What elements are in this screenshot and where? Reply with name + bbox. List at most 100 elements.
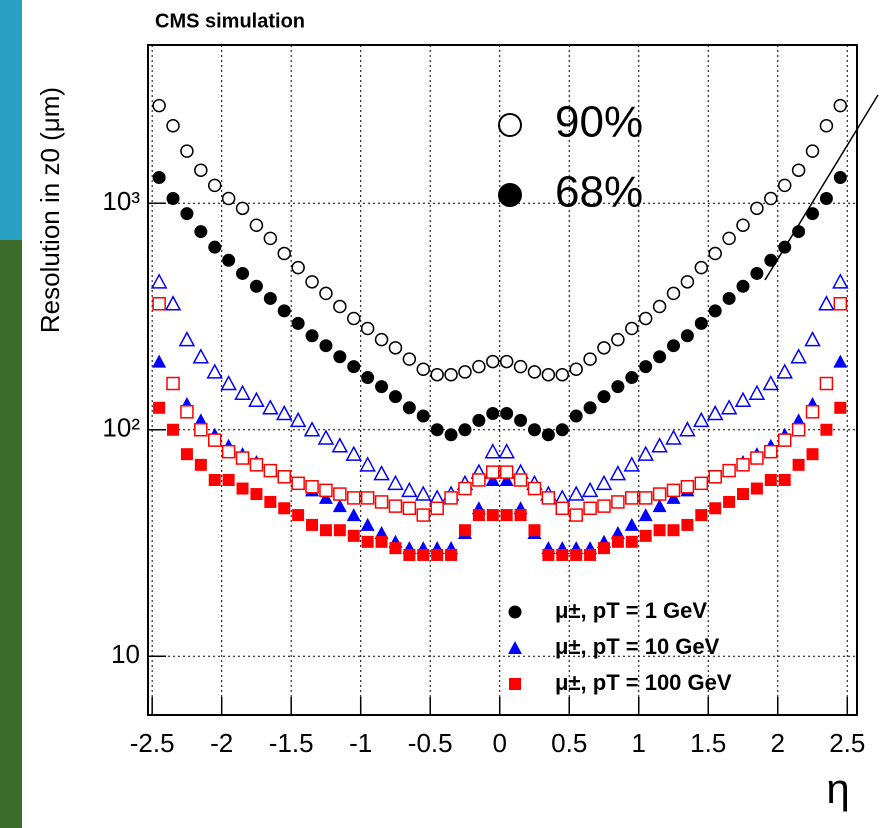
point xyxy=(708,246,722,261)
point xyxy=(569,409,583,423)
point xyxy=(220,374,237,391)
point xyxy=(706,404,724,421)
point xyxy=(194,422,208,437)
point xyxy=(430,501,444,516)
point xyxy=(500,406,514,420)
point xyxy=(806,448,819,461)
point xyxy=(597,499,611,513)
annotation: 90% xyxy=(555,98,643,147)
x-tick-label: -1.5 xyxy=(269,728,314,758)
point xyxy=(681,518,694,531)
point xyxy=(694,260,709,275)
point xyxy=(305,275,319,289)
point xyxy=(402,352,417,366)
point xyxy=(472,359,486,374)
point xyxy=(221,191,236,206)
point xyxy=(333,487,347,501)
point xyxy=(584,548,597,561)
point xyxy=(277,304,291,318)
point xyxy=(262,399,279,415)
legend-marker xyxy=(508,641,522,654)
point xyxy=(291,260,305,275)
point xyxy=(639,360,653,374)
point xyxy=(833,170,847,184)
point xyxy=(651,437,668,453)
point xyxy=(722,291,736,305)
point xyxy=(790,348,807,364)
point xyxy=(597,341,611,355)
x-tick-label: -2.5 xyxy=(130,728,175,758)
point xyxy=(764,191,778,206)
point xyxy=(750,451,764,465)
point xyxy=(222,473,235,486)
point xyxy=(166,376,180,391)
x-axis-title: η xyxy=(826,765,849,812)
point xyxy=(305,329,319,343)
point xyxy=(152,98,166,113)
x-tick-label: 1.5 xyxy=(690,728,726,758)
point xyxy=(458,481,472,496)
point xyxy=(776,363,793,379)
point xyxy=(665,429,682,445)
point xyxy=(389,542,402,555)
point xyxy=(403,548,416,561)
point xyxy=(373,465,390,481)
point xyxy=(289,411,307,428)
point xyxy=(819,376,834,391)
point xyxy=(528,524,541,537)
point xyxy=(152,354,167,368)
point xyxy=(666,483,681,498)
point xyxy=(319,286,333,301)
point xyxy=(150,273,168,289)
point xyxy=(819,118,834,133)
point xyxy=(500,509,513,522)
point xyxy=(667,524,680,537)
point xyxy=(791,163,806,177)
point xyxy=(166,118,180,133)
point xyxy=(472,413,486,427)
point xyxy=(360,321,375,336)
point xyxy=(416,409,430,423)
point xyxy=(764,473,777,486)
point xyxy=(306,518,319,531)
point xyxy=(180,448,193,461)
point xyxy=(541,428,555,442)
point xyxy=(192,348,210,364)
point xyxy=(360,517,375,531)
point xyxy=(416,362,431,376)
point xyxy=(430,423,444,437)
x-tick-label: 0.5 xyxy=(551,728,587,758)
annotation-marker xyxy=(498,113,522,137)
point xyxy=(777,433,792,447)
point xyxy=(527,365,542,379)
point xyxy=(444,491,458,505)
point xyxy=(722,463,736,478)
point xyxy=(291,476,305,491)
point xyxy=(303,421,321,437)
point xyxy=(722,231,736,246)
point xyxy=(207,178,222,193)
point xyxy=(734,391,752,407)
point xyxy=(498,443,515,459)
point xyxy=(388,390,402,404)
point xyxy=(597,542,610,555)
point xyxy=(541,367,556,382)
point xyxy=(777,178,792,193)
point xyxy=(570,548,583,561)
point xyxy=(194,458,207,471)
point xyxy=(417,548,430,561)
point xyxy=(709,502,722,515)
point xyxy=(695,509,708,522)
point xyxy=(319,483,333,498)
legend-label: μ±, pT = 10 GeV xyxy=(555,634,720,659)
point xyxy=(444,367,458,382)
chart-title: CMS simulation xyxy=(155,10,305,32)
point xyxy=(375,380,389,394)
point xyxy=(499,465,514,479)
point xyxy=(444,428,458,442)
point xyxy=(555,501,570,516)
point xyxy=(778,240,792,254)
y-tick-label: 10² xyxy=(102,413,140,443)
point xyxy=(679,421,696,437)
point xyxy=(806,207,820,221)
